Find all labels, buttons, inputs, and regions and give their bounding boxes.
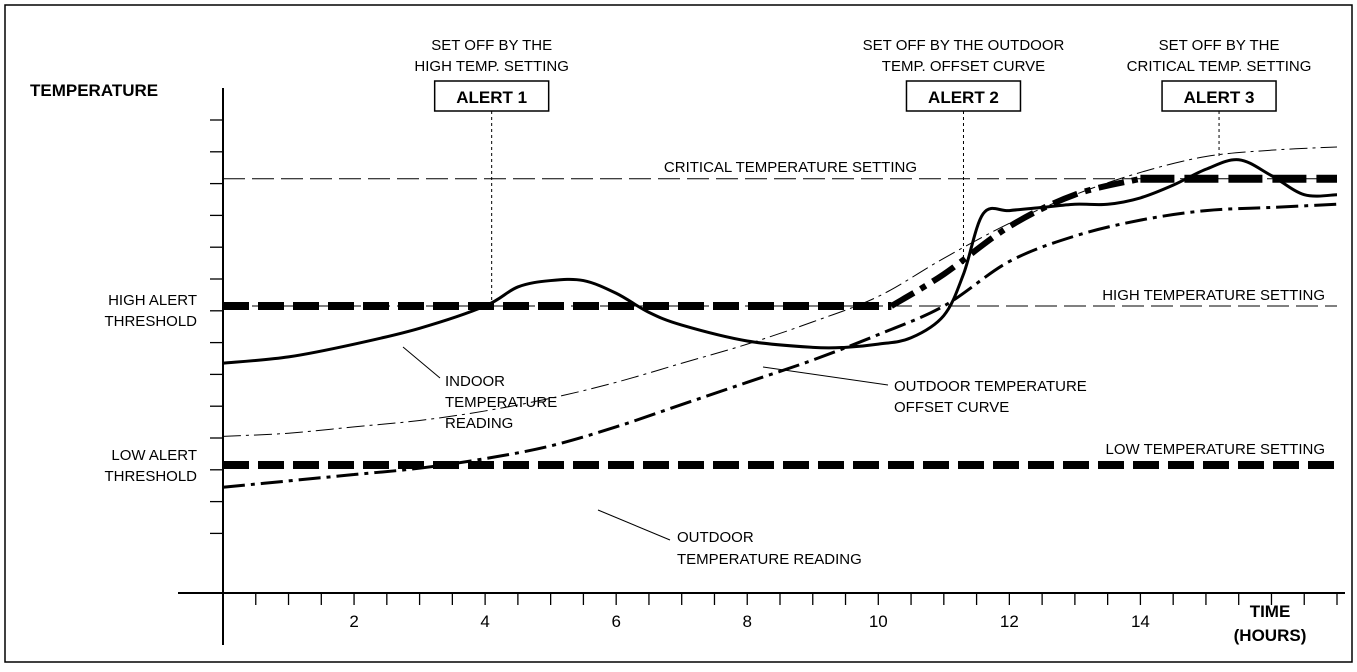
alert-3-note-line-2: CRITICAL TEMP. SETTING	[1127, 58, 1312, 75]
series-group	[222, 146, 1338, 489]
x-tick-label: 6	[611, 612, 620, 631]
outdoor-leader-line	[597, 509, 671, 541]
y-axis-title: TEMPERATURE	[30, 81, 158, 100]
series-offset-line	[222, 146, 1338, 437]
reference-lines-group	[223, 174, 1337, 469]
indoor-label-3: READING	[445, 415, 513, 432]
series-outdoor-line	[222, 202, 1338, 489]
axes-group: 2 4 6 8 10 12 14	[178, 88, 1345, 645]
high-alert-threshold-label-2: THRESHOLD	[104, 313, 197, 330]
alert-2-note-line-1: SET OFF BY THE OUTDOOR	[863, 37, 1065, 54]
x-tick-label: 8	[743, 612, 752, 631]
alert-2-note-line-2: TEMP. OFFSET CURVE	[882, 58, 1045, 75]
x-tick-label: 12	[1000, 612, 1019, 631]
alert-1-label: ALERT 1	[456, 88, 527, 107]
x-axis-title-1: TIME	[1250, 602, 1291, 621]
leader-lines-group	[402, 346, 889, 541]
x-tick-label: 4	[480, 612, 489, 631]
alert-1-note-line-2: HIGH TEMP. SETTING	[414, 58, 568, 75]
x-axis-title-2: (HOURS)	[1234, 626, 1307, 645]
chart-frame	[4, 4, 1353, 663]
alert-2-label: ALERT 2	[928, 88, 999, 107]
x-tick-label: 14	[1131, 612, 1150, 631]
low-alert-threshold-label-2: THRESHOLD	[104, 468, 197, 485]
low-alert-threshold-label-1: LOW ALERT	[111, 447, 197, 464]
offset-leader-line	[762, 366, 889, 386]
critical-setting-label: CRITICAL TEMPERATURE SETTING	[664, 159, 917, 176]
outdoor-label-2: TEMPERATURE READING	[677, 551, 862, 568]
high-setting-label: HIGH TEMPERATURE SETTING	[1102, 287, 1325, 304]
alert-3-label: ALERT 3	[1184, 88, 1255, 107]
indoor-leader-line	[402, 346, 441, 379]
x-tick-label: 10	[869, 612, 888, 631]
offset-label-2: OFFSET CURVE	[894, 399, 1009, 416]
indoor-label-2: TEMPERATURE	[445, 394, 557, 411]
low-setting-label: LOW TEMPERATURE SETTING	[1106, 441, 1325, 458]
high-alert-threshold-label-1: HIGH ALERT	[108, 292, 197, 309]
indoor-label-1: INDOOR	[445, 373, 505, 390]
outdoor-label-1: OUTDOOR	[677, 529, 754, 546]
alert-3-note-line-1: SET OFF BY THE	[1159, 37, 1280, 54]
series-indoor-line	[222, 158, 1338, 365]
alerts-group: SET OFF BY THE HIGH TEMP. SETTING ALERT 1 S…	[414, 37, 1311, 306]
x-tick-label: 2	[349, 612, 358, 631]
alert-1-box	[433, 80, 550, 112]
offset-label-1: OUTDOOR TEMPERATURE	[894, 378, 1087, 395]
alert-1-note-line-1: SET OFF BY THE	[431, 37, 552, 54]
